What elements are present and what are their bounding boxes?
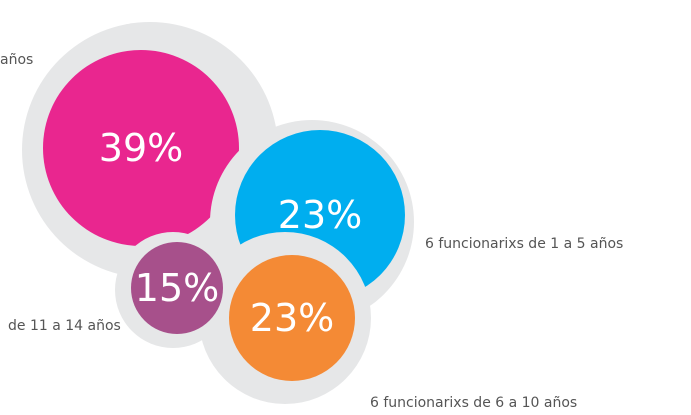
bubble: [43, 50, 239, 246]
value-label: 23%: [278, 193, 362, 237]
bubble: [229, 255, 355, 381]
bubble: [131, 242, 223, 334]
value-label: 15%: [135, 266, 219, 310]
category-label: 6 funcionarixs de 6 a 10 años: [370, 395, 577, 411]
category-label: 6 funcionarixs de 1 a 5 años: [425, 236, 623, 252]
value-label: 39%: [99, 126, 183, 170]
value-label: 23%: [250, 296, 334, 340]
category-label: de 11 a 14 años: [8, 318, 121, 334]
category-label: años: [0, 52, 33, 68]
